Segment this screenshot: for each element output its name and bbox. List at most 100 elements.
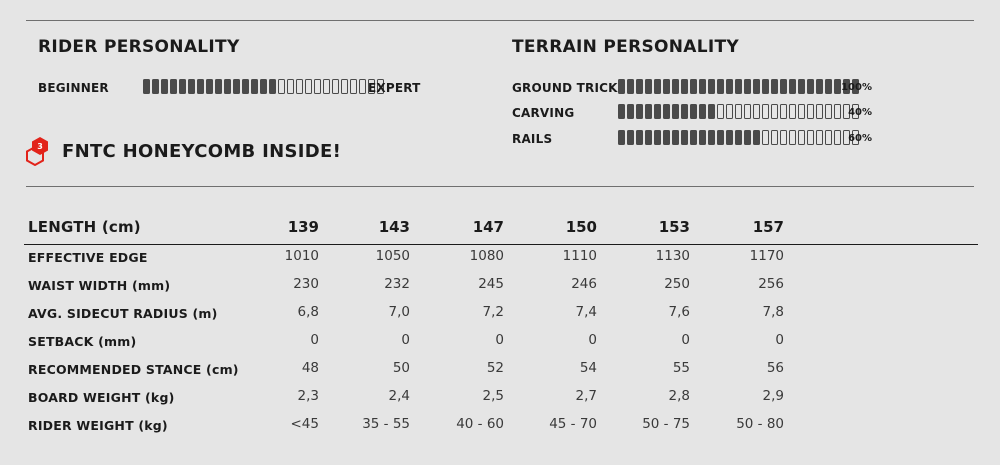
spec-cell: 7,4 (575, 304, 597, 320)
terrain-percentage: 100% (841, 82, 872, 93)
spec-cell: 2,4 (388, 388, 410, 404)
meter-segment (708, 130, 715, 145)
meter-segment (771, 79, 778, 94)
meter-segment (197, 79, 204, 94)
spec-row: AVG. SIDECUT RADIUS (m) 6,8 7,0 7,2 7,4 7,6 7,… (24, 300, 978, 328)
meter-segment (771, 130, 778, 145)
meter-segment (726, 104, 733, 119)
spec-cell: 7,8 (762, 304, 784, 320)
meter-segment (179, 79, 186, 94)
spec-row: BOARD WEIGHT (kg) 2,3 2,4 2,5 2,7 2,8 2,9 (24, 384, 978, 412)
meter-segment (843, 104, 850, 119)
top-divider (26, 20, 974, 21)
meter-segment (735, 79, 742, 94)
spec-cell: 2,9 (762, 388, 784, 404)
meter-segment (681, 130, 688, 145)
meter-segment (834, 79, 841, 94)
spec-cell: 0 (681, 332, 690, 348)
spec-cell: 40 - 60 (456, 416, 504, 432)
meter-segment (798, 130, 805, 145)
spec-cell: 232 (384, 276, 410, 292)
meter-segment (708, 104, 715, 119)
meter-segment (269, 79, 276, 94)
spec-cell: 1050 (375, 248, 410, 264)
length-147: 147 (472, 218, 504, 236)
meter-segment (699, 104, 706, 119)
spec-row-label: SETBACK (mm) (28, 334, 137, 349)
spec-cell: 0 (775, 332, 784, 348)
spec-row-label: BOARD WEIGHT (kg) (28, 390, 175, 405)
spec-row-label: WAIST WIDTH (mm) (28, 278, 171, 293)
meter-segment (636, 104, 643, 119)
meter-segment (780, 130, 787, 145)
meter-segment (780, 79, 787, 94)
spec-row-label: RIDER WEIGHT (kg) (28, 418, 168, 433)
meter-segment (681, 104, 688, 119)
meter-segment (852, 79, 859, 94)
meter-segment (717, 130, 724, 145)
spec-cell: <45 (290, 416, 320, 432)
meter-segment (771, 104, 778, 119)
terrain-label: RAILS (512, 132, 553, 146)
spec-cell: 7,2 (482, 304, 504, 320)
rider-level-meter (143, 79, 384, 94)
spec-cell: 1130 (655, 248, 690, 264)
meter-segment (368, 79, 375, 94)
meter-segment (188, 79, 195, 94)
spec-cell: 54 (579, 360, 597, 376)
meter-segment (251, 79, 258, 94)
terrain-label: CARVING (512, 106, 575, 120)
spec-header-row: LENGTH (cm) 139 143 147 150 153 157 (24, 210, 978, 245)
middle-divider (26, 186, 974, 187)
meter-segment (206, 79, 213, 94)
length-150: 150 (565, 218, 597, 236)
spec-row: WAIST WIDTH (mm) 230 232 245 246 250 256 (24, 272, 978, 300)
meter-segment (341, 79, 348, 94)
spec-cell: 50 - 80 (736, 416, 784, 432)
spec-row: RECOMMENDED STANCE (cm) 48 50 52 54 55 56 (24, 356, 978, 384)
spec-cell: 35 - 55 (362, 416, 410, 432)
meter-segment (278, 79, 285, 94)
spec-row: EFFECTIVE EDGE 1010 1050 1080 1110 1130 1170 (24, 244, 978, 272)
meter-segment (663, 130, 670, 145)
meter-segment (618, 104, 625, 119)
meter-segment (807, 79, 814, 94)
spec-cell: 55 (672, 360, 690, 376)
meter-segment (762, 79, 769, 94)
spec-cell: 2,5 (482, 388, 504, 404)
honeycomb-badge: 3 FNTC HONEYCOMB INSIDE! (26, 136, 342, 167)
meter-segment (726, 130, 733, 145)
meter-segment (323, 79, 330, 94)
svg-text:3: 3 (37, 142, 43, 151)
spec-cell: 48 (301, 360, 319, 376)
meter-segment (744, 104, 751, 119)
meter-segment (762, 130, 769, 145)
spec-row: SETBACK (mm) 0 0 0 0 0 0 (24, 328, 978, 356)
meter-segment (717, 79, 724, 94)
spec-cell: 7,0 (388, 304, 410, 320)
spec-header-rule (24, 244, 978, 245)
meter-segment (843, 79, 850, 94)
meter-segment (314, 79, 321, 94)
spec-cell: 230 (293, 276, 319, 292)
spec-cell: 52 (486, 360, 504, 376)
meter-segment (654, 130, 661, 145)
meter-segment (287, 79, 294, 94)
meter-segment (798, 104, 805, 119)
meter-segment (242, 79, 249, 94)
meter-segment (636, 130, 643, 145)
meter-segment (296, 79, 303, 94)
length-143: 143 (378, 218, 410, 236)
meter-segment (735, 130, 742, 145)
spec-cell: 256 (758, 276, 784, 292)
meter-segment (708, 79, 715, 94)
length-139: 139 (287, 218, 319, 236)
meter-segment (627, 104, 634, 119)
meter-segment (717, 104, 724, 119)
meter-segment (663, 79, 670, 94)
meter-segment (645, 104, 652, 119)
spec-rows: EFFECTIVE EDGE 1010 1050 1080 1110 1130 1170 WA… (24, 244, 978, 440)
rider-personality-title: RIDER PERSONALITY (38, 37, 240, 57)
honeycomb-badge-text: FNTC HONEYCOMB INSIDE! (62, 140, 342, 162)
meter-segment (233, 79, 240, 94)
